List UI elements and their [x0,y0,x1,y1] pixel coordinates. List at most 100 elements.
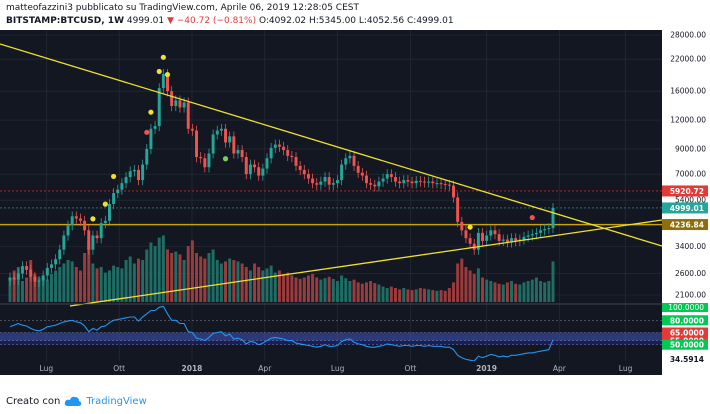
signal-dot [148,109,154,115]
volume-bar [460,258,464,302]
candle-body [145,148,149,165]
candle-body [166,73,169,92]
candle-body [157,88,161,127]
candle-body [460,221,464,231]
volume-bar [439,290,443,302]
price-badge-label: 4999.01 [670,204,704,213]
candle-body [551,207,555,229]
signal-dot [164,71,171,78]
rsi-axis-label: 65.0000 [670,329,704,338]
volume-bar [25,277,29,302]
volume-bar [141,260,145,302]
price-badge [662,185,708,197]
signal-dot [467,224,473,230]
volume-bar [298,278,302,302]
volume-bar [277,270,281,302]
candle-body [269,147,273,159]
candle-body [481,232,485,241]
price-tick-label: 5400.00 [675,196,706,205]
volume-bar [522,282,526,302]
candle-body [294,157,298,166]
volume-bar [518,284,522,302]
price-chart[interactable]: 28000.00 22000.00 16000.00 12000.00 9000.00 7… [0,30,710,392]
rsi-band [0,332,662,341]
price-tick-label: 9000.00 [675,144,706,153]
candle-body [539,230,543,233]
footer-prefix: Creato con [6,396,61,407]
candle-body [373,184,377,187]
candle-body [215,130,219,135]
candle-body [356,165,360,173]
volume-bar [373,283,377,302]
volume-bar [137,258,140,302]
volume-bar [211,249,215,302]
volume-bar [543,282,547,302]
volume-bar [153,246,157,302]
rsi-badge [662,303,708,312]
volume-bar [199,256,203,302]
signal-dot [102,201,108,207]
candle-body [83,220,87,231]
volume-bar [348,281,352,302]
candle-body [290,155,294,158]
volume-bar [186,246,190,302]
candle-body [62,235,66,250]
price-badge-label: 4236.84 [670,221,704,230]
candle-body [381,178,385,182]
rsi-badge-label: 100.0000 [668,303,704,312]
candle-body [360,172,364,176]
candle-body [174,100,178,107]
candle-body [327,177,331,185]
volume-bar [145,249,149,302]
volume-bar [452,282,455,302]
volume-bar [58,267,62,302]
candle-body [29,269,33,277]
candle-body [195,130,199,158]
time-tick-label: 2018 [182,364,203,373]
signal-dot [111,173,117,180]
volume-bar [120,268,124,302]
candle-body [497,234,501,241]
volume-bar [468,270,472,302]
candle-body [298,165,302,170]
time-tick-label: Apr [553,364,567,373]
candle-body [108,203,111,221]
candle-body [489,230,493,236]
volume-bar [377,284,381,302]
volume-bar [49,274,53,302]
candle-body [406,180,410,182]
volume-bar [406,289,410,302]
price-tick-label: 7000.00 [675,170,706,179]
candle-body [132,169,136,172]
candle-body [66,225,70,236]
price-badge [662,202,708,214]
time-tick-label: Ott [113,364,125,373]
volume-bar [70,261,74,302]
candle-body [315,183,319,185]
time-axis [0,361,662,375]
volume-bar [149,242,153,302]
volume-bar [244,267,248,302]
volume-bar [352,279,356,302]
candle-body [510,238,514,243]
tradingview-brand[interactable]: TradingView [86,396,147,407]
candle-body [468,238,472,244]
symbol-label[interactable]: BITSTAMP:BTCUSD, 1W [6,16,124,26]
volume-bar [394,288,397,302]
candle-body [452,185,455,198]
down-triangle-icon: ▼ [166,16,174,26]
candle-body [70,216,74,226]
volume-bar [443,290,447,302]
candle-body [435,183,439,185]
candle-body [116,189,120,194]
candle-body [261,168,265,176]
volume-bar [344,278,348,302]
volume-bar [327,276,331,302]
candle-body [203,158,207,168]
volume-bar [203,258,207,302]
volume-bar [485,279,489,302]
volume-bar [534,277,538,302]
candle-body [8,277,12,281]
volume-bar [74,267,78,302]
